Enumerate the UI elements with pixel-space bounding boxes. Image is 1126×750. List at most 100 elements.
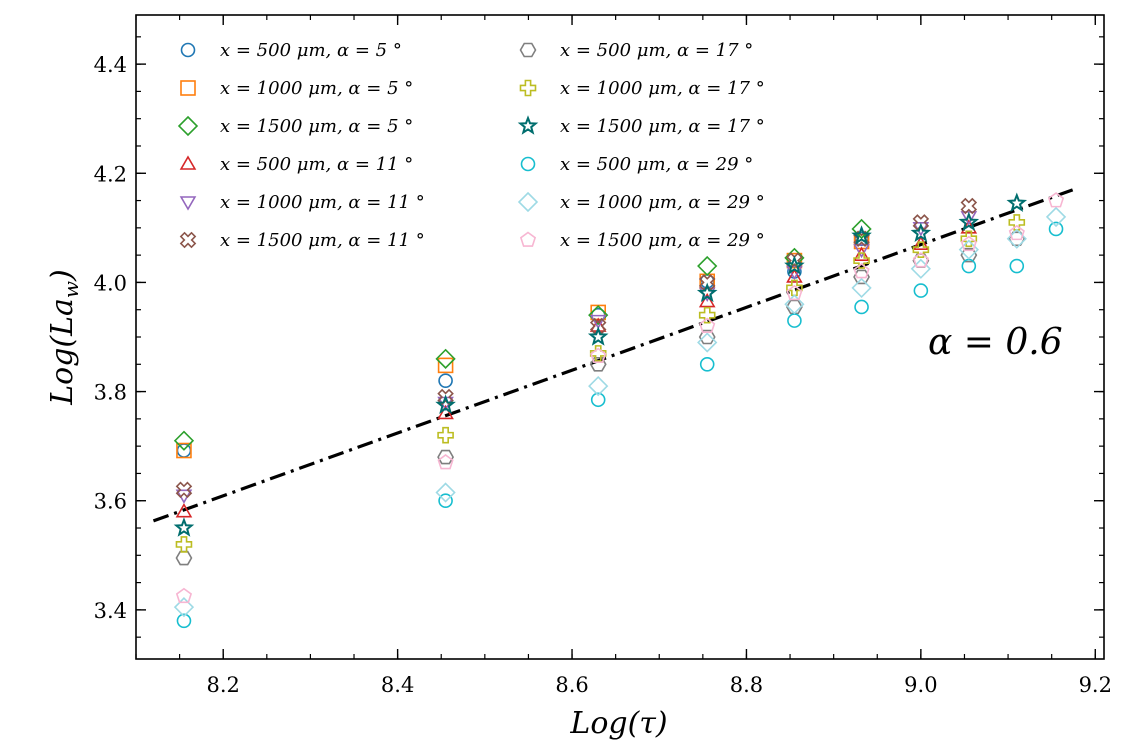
legend-marker [179, 196, 197, 211]
series-9 [173, 192, 1028, 537]
data-point [853, 243, 870, 259]
legend-marker [517, 191, 539, 213]
y-tick-label: 4.0 [94, 271, 127, 295]
x-axis-label: Log(τ) [569, 706, 667, 741]
data-point [786, 284, 803, 301]
x-tick-label: 9.2 [1079, 673, 1112, 697]
data-point [176, 613, 192, 629]
legend-marker [179, 231, 197, 249]
data-point [437, 357, 454, 374]
data-point [175, 536, 193, 553]
data-point [912, 252, 929, 268]
data-point [1008, 214, 1026, 231]
annotation-alpha: α = 0.6 [928, 322, 1063, 363]
data-point [960, 235, 977, 252]
legend-entry: x = 1500 μm, α = 29 ° [519, 230, 765, 251]
legend-entry: x = 1000 μm, α = 5 ° [180, 78, 413, 99]
x-tick-label: 8.4 [381, 673, 414, 697]
legend-marker [519, 231, 537, 247]
data-point [1006, 192, 1028, 213]
legend-entry: x = 1000 μm, α = 17 ° [519, 78, 765, 99]
legend-label: x = 500 μm, α = 5 ° [220, 40, 402, 61]
data-point [910, 222, 932, 243]
data-point [435, 482, 456, 503]
data-point [960, 197, 978, 215]
data-point [696, 282, 718, 303]
y-axis-label: Log(Law) [45, 269, 83, 406]
y-tick-label: 4.2 [94, 162, 127, 186]
data-point [697, 255, 718, 277]
legend-label: x = 500 μm, α = 11 ° [220, 154, 413, 175]
data-point [175, 550, 193, 566]
data-point [175, 503, 193, 518]
data-point [912, 241, 930, 258]
data-point [853, 252, 870, 269]
data-point [698, 274, 716, 291]
data-point [960, 230, 978, 248]
data-point [588, 375, 609, 397]
legend-label: x = 1000 μm, α = 11 ° [220, 192, 425, 213]
legend-label: x = 1500 μm, α = 5 ° [220, 116, 413, 137]
series-8 [175, 214, 1026, 553]
data-point [697, 332, 718, 353]
data-point [851, 218, 872, 240]
data-point [437, 426, 454, 444]
data-point [1008, 231, 1026, 247]
legend-marker [179, 155, 197, 170]
x-tick-label: 8.2 [207, 673, 240, 697]
legend-entry: x = 500 μm, α = 29 ° [520, 154, 753, 175]
data-point [590, 392, 606, 408]
legend-marker [519, 42, 537, 58]
legend-entry: x = 1500 μm, α = 5 ° [177, 115, 413, 137]
data-point [1047, 192, 1065, 208]
data-point [588, 305, 609, 326]
data-point [1008, 224, 1025, 241]
legend-entry: x = 500 μm, α = 5 ° [180, 40, 402, 61]
legend-marker [519, 79, 537, 97]
data-point [438, 373, 453, 388]
data-point [437, 454, 454, 470]
data-point [437, 404, 454, 420]
data-point [589, 356, 607, 372]
data-point [958, 211, 980, 232]
legend-marker [520, 156, 536, 172]
data-point [786, 268, 803, 283]
legend-entry: x = 1000 μm, α = 11 ° [179, 192, 425, 213]
y-tick-label: 3.4 [94, 599, 127, 623]
legend-label: x = 500 μm, α = 29 ° [560, 154, 753, 175]
y-tick-label: 3.8 [94, 381, 127, 405]
data-point [698, 306, 716, 324]
data-point [438, 493, 453, 509]
x-tick-label: 9.0 [904, 673, 937, 697]
legend-entry: x = 1500 μm, α = 17 ° [517, 115, 765, 137]
legend-entry: x = 1500 μm, α = 11 ° [179, 230, 425, 251]
data-point [589, 314, 607, 330]
data-point [853, 263, 870, 279]
data-point [437, 449, 455, 465]
data-point [435, 348, 456, 369]
data-point [435, 394, 456, 414]
data-point [437, 388, 454, 406]
data-point [851, 225, 872, 245]
data-point [851, 277, 872, 299]
series-7 [175, 231, 1026, 566]
data-point [913, 283, 929, 298]
data-point [699, 356, 715, 372]
data-point [1045, 206, 1067, 228]
x-tick-label: 8.8 [730, 673, 763, 697]
x-tick-label: 8.6 [555, 673, 588, 697]
data-point [854, 299, 869, 315]
legend-entry: x = 500 μm, α = 17 ° [519, 40, 753, 61]
data-point [590, 347, 607, 363]
legend-label: x = 500 μm, α = 17 ° [560, 40, 753, 61]
data-point [698, 329, 716, 345]
data-point [786, 279, 803, 297]
data-point [1048, 221, 1064, 237]
data-point [176, 442, 192, 459]
data-point [912, 235, 930, 251]
y-tick-label: 4.4 [94, 53, 127, 77]
data-point [173, 517, 195, 537]
legend-label: x = 1500 μm, α = 29 ° [560, 230, 765, 251]
legend-label: x = 1000 μm, α = 17 ° [560, 78, 765, 99]
series-10 [176, 221, 1064, 629]
